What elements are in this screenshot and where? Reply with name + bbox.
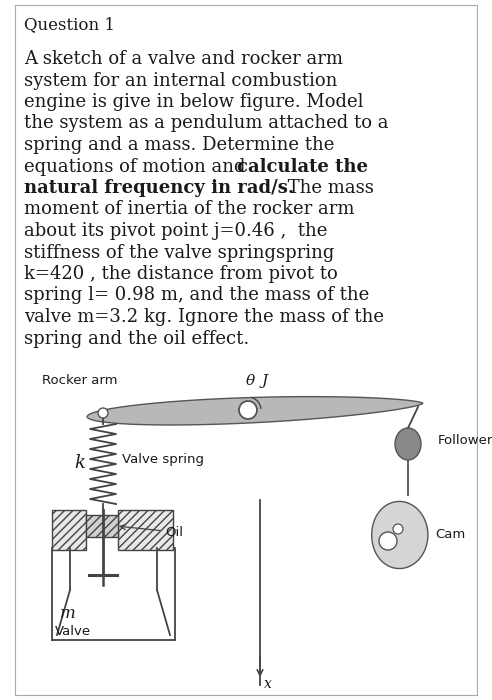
Text: Cam: Cam <box>435 528 465 542</box>
Text: the system as a pendulum attached to a: the system as a pendulum attached to a <box>24 115 389 132</box>
Bar <box>52 510 86 550</box>
Text: J: J <box>262 374 268 388</box>
Text: spring l= 0.98 m, and the mass of the: spring l= 0.98 m, and the mass of the <box>24 286 369 304</box>
Text: k: k <box>74 454 85 472</box>
Text: k=420 , the distance from pivot to: k=420 , the distance from pivot to <box>24 265 338 283</box>
Text: x: x <box>264 677 272 691</box>
Text: Valve: Valve <box>55 625 91 638</box>
Circle shape <box>239 401 257 419</box>
Text: θ: θ <box>246 374 255 388</box>
Text: Oil: Oil <box>120 524 183 538</box>
Text: The mass: The mass <box>282 179 374 197</box>
Circle shape <box>98 408 108 418</box>
Text: valve m=3.2 kg. Ignore the mass of the: valve m=3.2 kg. Ignore the mass of the <box>24 308 384 326</box>
Text: moment of inertia of the rocker arm: moment of inertia of the rocker arm <box>24 200 355 218</box>
Ellipse shape <box>395 428 421 460</box>
Text: m: m <box>60 605 76 622</box>
Text: Follower: Follower <box>438 433 492 447</box>
Text: Rocker arm: Rocker arm <box>42 374 118 387</box>
Text: spring and a mass. Determine the: spring and a mass. Determine the <box>24 136 335 154</box>
Text: Valve spring: Valve spring <box>122 454 204 466</box>
Text: spring and the oil effect.: spring and the oil effect. <box>24 330 249 347</box>
Text: A sketch of a valve and rocker arm: A sketch of a valve and rocker arm <box>24 50 343 68</box>
Text: about its pivot point j=0.46 ,  the: about its pivot point j=0.46 , the <box>24 222 327 240</box>
Text: calculate the: calculate the <box>237 158 368 176</box>
Text: system for an internal combustion: system for an internal combustion <box>24 71 338 90</box>
Bar <box>118 510 173 550</box>
Bar <box>86 515 118 537</box>
Text: stiffness of the valve springspring: stiffness of the valve springspring <box>24 244 335 262</box>
Polygon shape <box>372 501 428 568</box>
Text: engine is give in below figure. Model: engine is give in below figure. Model <box>24 93 364 111</box>
Text: Question 1: Question 1 <box>24 16 115 33</box>
Polygon shape <box>87 397 423 425</box>
Circle shape <box>393 524 403 534</box>
Text: equations of motion and: equations of motion and <box>24 158 251 176</box>
Text: natural frequency in rad/s.: natural frequency in rad/s. <box>24 179 294 197</box>
Circle shape <box>379 532 397 550</box>
